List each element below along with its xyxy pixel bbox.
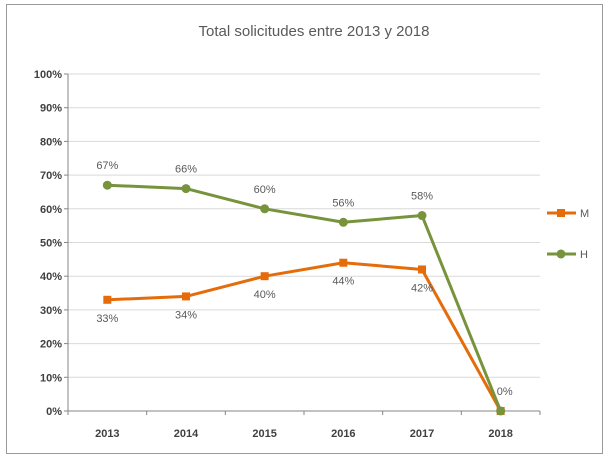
- data-label-M: 44%: [332, 276, 354, 288]
- data-point-H: [260, 204, 270, 214]
- x-tick-label: 2015: [252, 428, 276, 440]
- data-point-H: [496, 406, 506, 416]
- data-label-M: 40%: [254, 289, 276, 301]
- x-tick-label: 2013: [95, 428, 119, 440]
- y-tick-label: 10%: [40, 372, 62, 384]
- y-axis-ticks: 0% 10% 20% 30% 40% 50% 60% 70% 80% 90% 100%: [34, 69, 62, 418]
- y-tick-label: 70%: [40, 170, 62, 182]
- x-axis-ticks: 2013 2014 2015 2016 2017 2018: [95, 428, 513, 440]
- data-label-H: 66%: [175, 164, 197, 176]
- chart-frame: [6, 4, 603, 454]
- data-point-H: [417, 211, 427, 221]
- legend-marker-M: [557, 209, 565, 217]
- axes: [64, 73, 541, 415]
- data-point-M: [260, 272, 269, 281]
- data-label-M: 42%: [411, 282, 433, 294]
- y-tick-label: 80%: [40, 136, 62, 148]
- data-labels: 33% 34% 40% 44% 42% 67% 66% 60% 56% 58% 0%: [96, 160, 513, 398]
- y-tick-label: 20%: [40, 339, 62, 351]
- legend: MH: [547, 208, 589, 261]
- data-label-H: 67%: [96, 160, 118, 172]
- x-tick-label: 2014: [174, 428, 199, 440]
- data-label-H: 60%: [254, 184, 276, 196]
- legend-marker-H: [556, 249, 566, 259]
- data-point-M: [103, 295, 112, 304]
- series-group: [102, 180, 506, 416]
- y-tick-label: 100%: [34, 69, 62, 81]
- chart-title: Total solicitudes entre 2013 y 2018: [199, 23, 430, 40]
- data-point-M: [182, 292, 190, 301]
- y-tick-label: 30%: [40, 305, 62, 317]
- data-label-H: 58%: [411, 191, 433, 203]
- data-point-H: [338, 217, 348, 227]
- y-tick-label: 50%: [40, 238, 62, 250]
- data-point-H: [102, 180, 112, 190]
- x-tick-label: 2016: [331, 428, 355, 440]
- series-line-H: [107, 183, 503, 412]
- data-label-H: 56%: [332, 197, 354, 209]
- data-label-M: 33%: [96, 313, 118, 325]
- data-label-M: 34%: [175, 309, 197, 321]
- x-tick-label: 2018: [488, 428, 512, 440]
- y-tick-label: 60%: [40, 204, 62, 216]
- series-line-M: [107, 261, 502, 412]
- y-tick-label: 0%: [46, 406, 62, 418]
- data-point-M: [418, 265, 426, 274]
- data-point-M: [339, 258, 348, 267]
- y-tick-label: 40%: [40, 271, 62, 283]
- gridlines: [68, 73, 540, 378]
- y-tick-label: 90%: [40, 103, 62, 115]
- legend-label-M: M: [580, 208, 589, 220]
- legend-label-H: H: [580, 249, 588, 261]
- data-point-H: [181, 184, 191, 194]
- x-tick-label: 2017: [410, 428, 434, 440]
- data-label-H: 0%: [497, 386, 513, 398]
